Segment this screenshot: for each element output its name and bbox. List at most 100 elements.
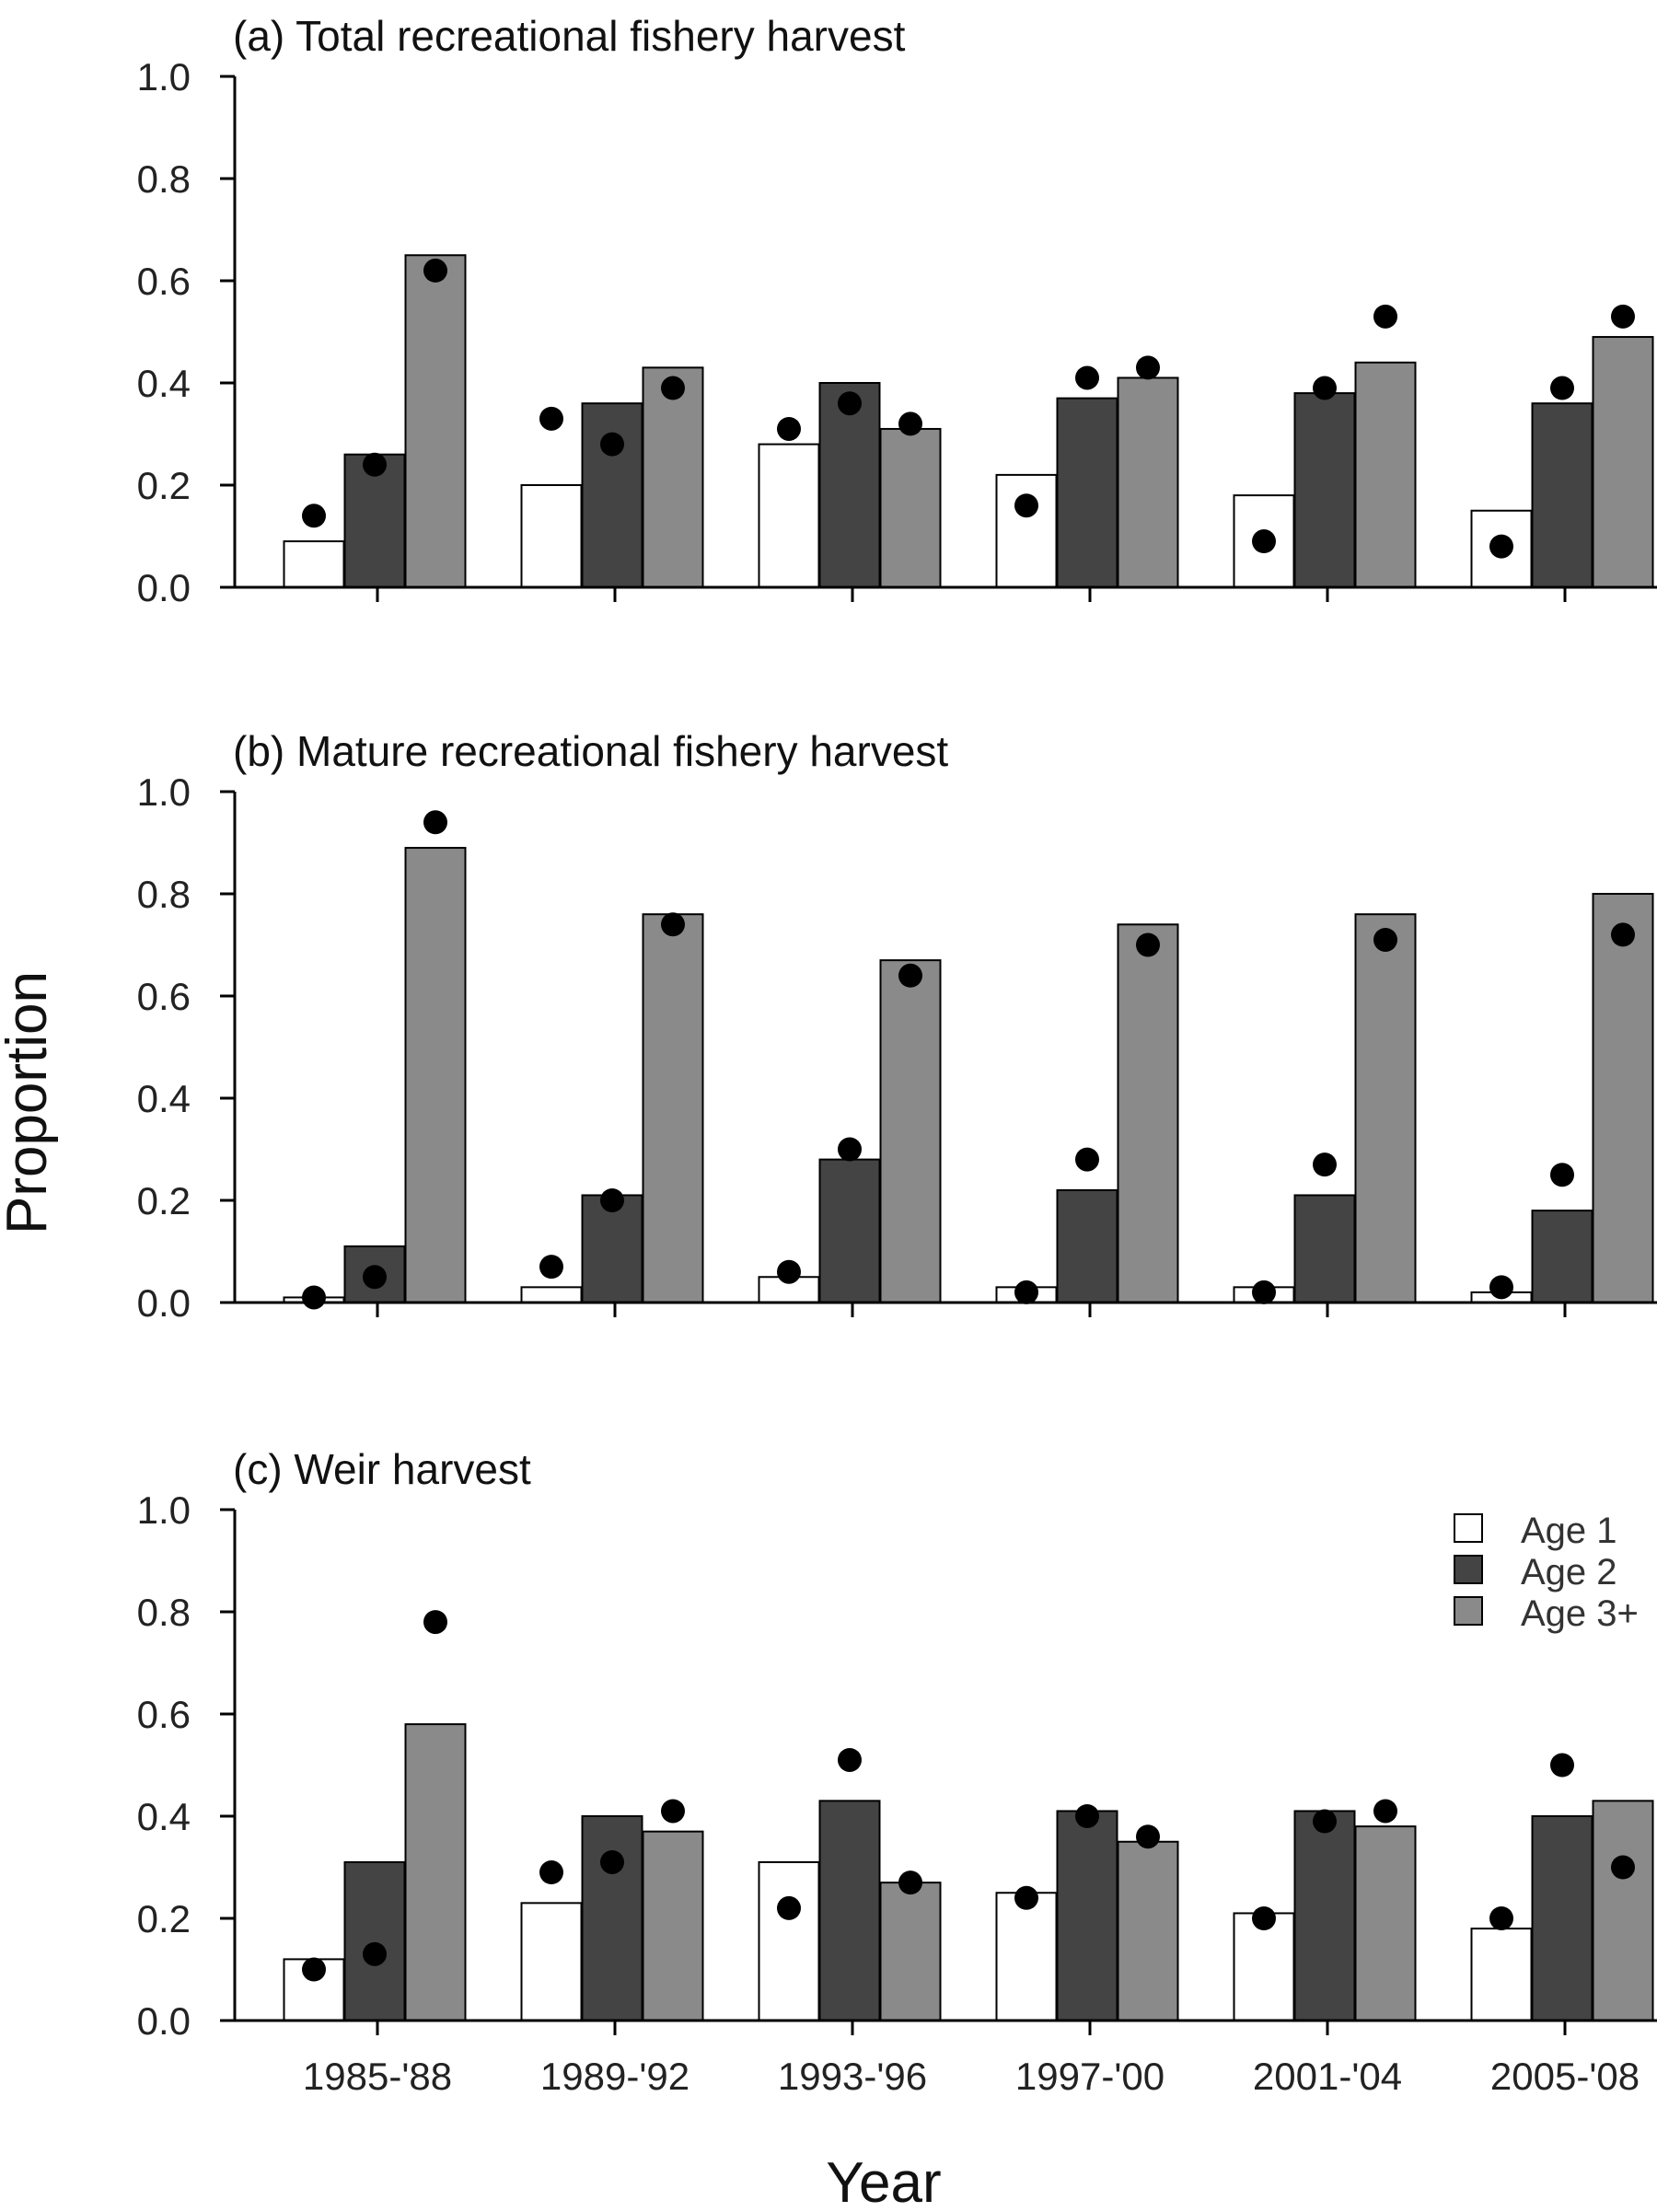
- bar-c-age-2-2: [581, 1815, 643, 2021]
- point-a-age-3plus-4: [1136, 355, 1160, 380]
- point-c-age-3plus-6: [1611, 1855, 1635, 1880]
- bar-b-age-3plus-2: [642, 913, 704, 1303]
- point-c-age-1-2: [539, 1860, 563, 1885]
- point-b-age-1-4: [1014, 1280, 1038, 1304]
- bar-a-age-3plus-4: [1117, 376, 1179, 589]
- bar-c-age-3plus-4: [1117, 1840, 1179, 2021]
- bar-b-age-2-4: [1056, 1188, 1118, 1304]
- point-b-age-3plus-5: [1373, 927, 1397, 952]
- bar-a-age-3plus-5: [1354, 361, 1417, 588]
- x-tick-label-5: 2001-'04: [1253, 2055, 1402, 2098]
- point-c-age-3plus-2: [661, 1799, 685, 1824]
- point-b-age-3plus-6: [1611, 922, 1635, 947]
- panel-b-title: (b) Mature recreational fishery harvest: [233, 727, 948, 775]
- bar-b-age-2-3: [818, 1158, 881, 1303]
- legend-label-age-2: Age 2: [1521, 1552, 1617, 1592]
- y-tick-label-a-3: 0.6: [137, 260, 191, 303]
- point-c-age-2-5: [1313, 1809, 1337, 1834]
- legend-label-age-3plus: Age 3+: [1521, 1593, 1639, 1634]
- x-axis-title: Year: [826, 2151, 941, 2212]
- x-tick-label-2: 1989-'92: [540, 2055, 689, 2098]
- point-a-age-1-3: [777, 416, 801, 441]
- bar-a-age-1-4: [995, 473, 1058, 589]
- point-c-age-3plus-5: [1373, 1799, 1397, 1824]
- point-b-age-3plus-3: [898, 963, 922, 988]
- point-b-age-2-2: [600, 1188, 624, 1212]
- point-c-age-3plus-1: [423, 1610, 447, 1635]
- point-b-age-1-1: [302, 1285, 326, 1310]
- bar-c-age-1-6: [1470, 1928, 1533, 2022]
- point-b-age-3plus-2: [661, 912, 685, 937]
- bar-b-age-2-6: [1531, 1210, 1593, 1303]
- y-tick-label-c-0: 0.0: [137, 1999, 191, 2043]
- point-c-age-1-5: [1252, 1906, 1276, 1930]
- point-a-age-3plus-2: [661, 376, 685, 400]
- y-tick-label-a-2: 0.4: [137, 362, 191, 405]
- bar-a-age-3plus-6: [1592, 336, 1654, 588]
- point-a-age-2-5: [1313, 376, 1337, 400]
- point-b-age-2-3: [838, 1137, 862, 1162]
- point-b-age-2-1: [363, 1265, 387, 1290]
- bar-c-age-1-3: [758, 1860, 820, 2021]
- bar-a-age-1-3: [758, 443, 820, 588]
- bar-c-age-2-3: [818, 1800, 881, 2021]
- bar-c-age-1-4: [995, 1892, 1058, 2021]
- bar-a-age-3plus-2: [642, 366, 704, 588]
- panels-layer: (a) Total recreational fishery harvest 0.…: [137, 12, 1657, 2098]
- point-c-age-1-1: [302, 1957, 326, 1982]
- point-a-age-3plus-1: [423, 258, 447, 283]
- bar-b-age-2-2: [581, 1194, 643, 1303]
- x-tick-label-3: 1993-'96: [778, 2055, 927, 2098]
- y-tick-label-c-5: 1.0: [137, 1488, 191, 1532]
- point-a-age-1-2: [539, 406, 563, 431]
- bar-c-age-3plus-1: [404, 1723, 467, 2021]
- x-tick-label-1: 1985-'88: [303, 2055, 452, 2098]
- point-a-age-3plus-5: [1373, 304, 1397, 329]
- y-tick-label-b-0: 0.0: [137, 1281, 191, 1325]
- legend: Age 1 Age 2 Age 3+: [1454, 1511, 1639, 1634]
- bar-c-age-1-5: [1233, 1912, 1295, 2021]
- panel-a: (a) Total recreational fishery harvest 0.…: [137, 12, 1657, 609]
- y-tick-label-a-1: 0.2: [137, 464, 191, 507]
- point-c-age-2-3: [838, 1747, 862, 1772]
- bar-c-age-2-4: [1056, 1810, 1118, 2021]
- panel-c: (c) Weir harvest 0.0 0.2 0.4 0.6 0.8 1.0 1985-'…: [137, 1445, 1657, 2098]
- legend-swatch-age-3plus: [1454, 1596, 1483, 1626]
- bar-a-age-2-6: [1531, 402, 1593, 589]
- bar-a-age-1-1: [283, 540, 345, 588]
- point-c-age-2-1: [363, 1941, 387, 1966]
- legend-swatch-age-2: [1454, 1555, 1483, 1584]
- bar-c-age-3plus-2: [642, 1830, 704, 2022]
- point-b-age-2-4: [1075, 1147, 1099, 1172]
- y-tick-label-b-1: 0.2: [137, 1179, 191, 1222]
- point-c-age-1-4: [1014, 1885, 1038, 1910]
- point-a-age-2-4: [1075, 365, 1099, 390]
- y-tick-label-b-3: 0.6: [137, 975, 191, 1018]
- y-tick-label-a-0: 0.0: [137, 566, 191, 609]
- bar-c-age-3plus-6: [1592, 1800, 1654, 2021]
- point-a-age-3plus-6: [1611, 304, 1635, 329]
- bar-a-age-1-2: [520, 484, 583, 588]
- bar-a-age-3plus-1: [404, 254, 467, 588]
- point-c-age-2-2: [600, 1849, 624, 1874]
- bar-b-age-3plus-3: [879, 959, 942, 1304]
- y-tick-label-b-4: 0.8: [137, 873, 191, 916]
- y-tick-label-a-5: 1.0: [137, 55, 191, 98]
- point-c-age-1-6: [1489, 1906, 1513, 1930]
- y-tick-label-b-5: 1.0: [137, 770, 191, 814]
- bar-c-age-2-1: [343, 1860, 406, 2021]
- point-b-age-2-5: [1313, 1152, 1337, 1177]
- y-axis-title: Proportion: [0, 971, 59, 1234]
- bar-c-age-2-5: [1293, 1810, 1356, 2021]
- panel-c-title: (c) Weir harvest: [233, 1445, 531, 1493]
- point-a-age-1-4: [1014, 493, 1038, 518]
- point-c-age-3plus-3: [898, 1870, 922, 1895]
- bar-b-age-3plus-6: [1592, 893, 1654, 1303]
- y-tick-label-c-4: 0.8: [137, 1591, 191, 1634]
- bar-a-age-2-4: [1056, 397, 1118, 588]
- bar-b-age-3plus-5: [1354, 913, 1417, 1303]
- point-b-age-1-3: [777, 1259, 801, 1284]
- y-tick-label-b-2: 0.4: [137, 1077, 191, 1120]
- bar-b-age-3plus-1: [404, 847, 467, 1303]
- y-tick-label-c-2: 0.4: [137, 1795, 191, 1838]
